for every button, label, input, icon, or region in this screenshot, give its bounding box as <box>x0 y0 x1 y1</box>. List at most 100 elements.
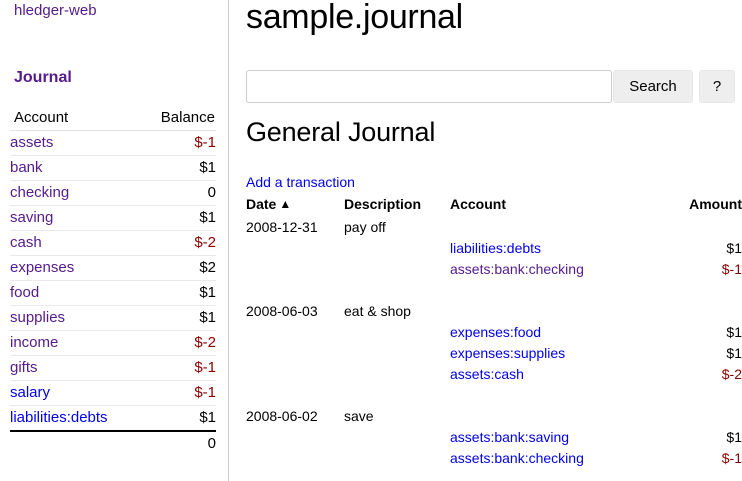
posting-account-link[interactable]: assets:bank:checking <box>450 450 584 466</box>
posting-account-cell: assets:cash <box>450 364 640 385</box>
account-balance: $2 <box>141 255 216 281</box>
transaction-row: 2008-06-02 save <box>246 406 742 427</box>
journal-header-description[interactable]: Description <box>344 196 422 212</box>
posting-amount: $1 <box>726 324 742 340</box>
account-cell: supplies <box>10 305 142 331</box>
account-balance: $-1 <box>141 380 216 406</box>
journal-table-body: 2008-12-31 pay off liabilities:debts $1 as… <box>246 217 742 469</box>
account-row: supplies $1 <box>10 305 216 331</box>
journal-header-date-label: Date <box>246 196 277 212</box>
transaction-description: eat & shop <box>344 303 411 319</box>
transaction-spacer-cell <box>246 280 742 301</box>
account-row: gifts $-1 <box>10 355 216 381</box>
posting-date-blank <box>246 238 344 259</box>
posting-desc-blank <box>344 322 450 343</box>
posting-account-link[interactable]: assets:cash <box>450 366 524 382</box>
posting-row: assets:bank:checking $-1 <box>246 259 742 280</box>
journal-header-account[interactable]: Account <box>450 196 506 212</box>
posting-amount: $1 <box>726 240 742 256</box>
accounts-header-balance: Balance <box>141 106 216 131</box>
posting-date-blank <box>246 448 344 469</box>
transaction-description: pay off <box>344 219 386 235</box>
posting-date-blank <box>246 364 344 385</box>
account-total-balance: 0 <box>141 430 216 456</box>
account-balance: $1 <box>141 205 216 231</box>
transaction-amount-blank <box>640 217 742 238</box>
posting-account-cell: assets:bank:saving <box>450 427 640 448</box>
posting-date-blank <box>246 343 344 364</box>
posting-amount: $-1 <box>721 450 742 466</box>
posting-row: expenses:supplies $1 <box>246 343 742 364</box>
section-title: General Journal <box>246 117 436 147</box>
transaction-date: 2008-12-31 <box>246 219 318 235</box>
posting-row: assets:bank:checking $-1 <box>246 448 742 469</box>
posting-row: assets:cash $-2 <box>246 364 742 385</box>
posting-desc-blank <box>344 259 450 280</box>
account-row: liabilities:debts $1 <box>10 405 216 432</box>
posting-account-link[interactable]: expenses:food <box>450 324 542 340</box>
transaction-account-blank <box>450 406 640 427</box>
posting-account-cell: expenses:food <box>450 322 640 343</box>
account-cell: gifts <box>10 355 142 381</box>
journal-header-date[interactable]: Date ▲ <box>246 194 344 217</box>
accounts-table-head: Account Balance <box>10 106 216 131</box>
account-balance: $-2 <box>141 230 216 256</box>
posting-desc-blank <box>344 427 450 448</box>
posting-amount: $-1 <box>721 261 742 277</box>
transaction-description: save <box>344 408 374 424</box>
posting-date-blank <box>246 427 344 448</box>
posting-desc-blank <box>344 343 450 364</box>
account-total-label <box>10 430 142 456</box>
posting-amount: $-2 <box>721 366 742 382</box>
account-link[interactable]: checking <box>10 184 70 201</box>
posting-amount: $1 <box>726 429 742 445</box>
sidebar: hledger-web Journal Account Balance asse… <box>0 0 229 481</box>
posting-account-link[interactable]: assets:bank:saving <box>450 429 570 445</box>
app-brand-link[interactable]: hledger-web <box>14 2 97 19</box>
search-button[interactable]: Search <box>613 70 693 103</box>
journal-transactions-table: Date ▲ Description Account Amount 2008-12… <box>246 194 742 469</box>
add-transaction-link[interactable]: Add a transaction <box>246 174 355 190</box>
account-link[interactable]: food <box>10 284 40 301</box>
journal-header-amount[interactable]: Amount <box>689 196 742 212</box>
transaction-spacer <box>246 385 742 406</box>
account-row: salary $-1 <box>10 380 216 406</box>
posting-row: expenses:food $1 <box>246 322 742 343</box>
transaction-spacer <box>246 280 742 301</box>
account-link[interactable]: salary <box>10 384 51 401</box>
account-link[interactable]: liabilities:debts <box>10 409 108 426</box>
transaction-row: 2008-06-03 eat & shop <box>246 301 742 322</box>
account-link[interactable]: supplies <box>10 309 66 326</box>
account-cell: food <box>10 280 142 306</box>
sort-ascending-icon: ▲ <box>279 197 292 211</box>
account-link[interactable]: gifts <box>10 359 38 376</box>
search-input[interactable] <box>246 70 612 103</box>
account-row: bank $1 <box>10 155 216 181</box>
account-link[interactable]: saving <box>10 209 54 226</box>
account-link[interactable]: cash <box>10 234 42 251</box>
main-content: sample.journal Search ? General Journal … <box>230 0 742 481</box>
account-balance: $1 <box>141 305 216 331</box>
search-help-button[interactable]: ? <box>699 70 735 103</box>
journal-header-row: Date ▲ Description Account Amount <box>246 194 742 217</box>
account-cell: liabilities:debts <box>10 405 142 432</box>
posting-row: liabilities:debts $1 <box>246 238 742 259</box>
journal-table-head: Date ▲ Description Account Amount <box>246 194 742 217</box>
account-row: expenses $2 <box>10 255 216 281</box>
posting-account-link[interactable]: assets:bank:checking <box>450 261 584 277</box>
account-link[interactable]: expenses <box>10 259 75 276</box>
transaction-amount-blank <box>640 301 742 322</box>
transaction-account-blank <box>450 301 640 322</box>
posting-account-link[interactable]: expenses:supplies <box>450 345 566 361</box>
account-link[interactable]: income <box>10 334 59 351</box>
account-link[interactable]: assets <box>10 134 54 151</box>
posting-amount: $1 <box>726 345 742 361</box>
account-link[interactable]: bank <box>10 159 43 176</box>
sidebar-journal-heading: Journal <box>14 69 72 86</box>
search-form: Search ? <box>246 70 735 103</box>
account-balance: $1 <box>141 405 216 432</box>
account-total-row: 0 <box>10 430 216 456</box>
account-row: saving $1 <box>10 205 216 231</box>
posting-account-link[interactable]: liabilities:debts <box>450 240 542 256</box>
accounts-table-body: assets $-1 bank $1 checking 0 saving $1 cash $-2 e… <box>10 130 216 456</box>
